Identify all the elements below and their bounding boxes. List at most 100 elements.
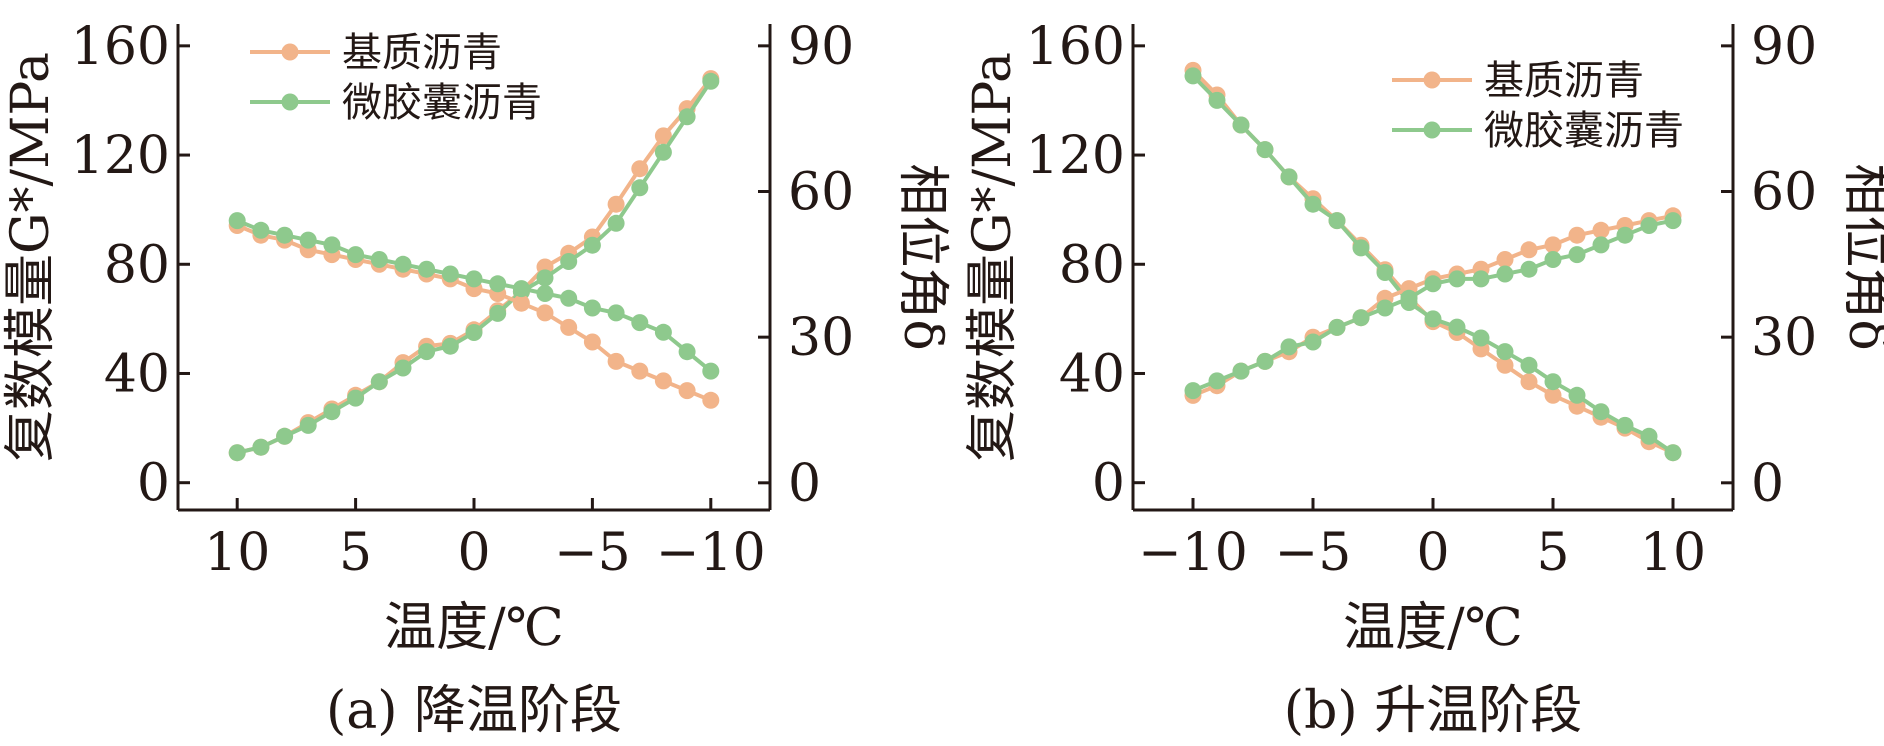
data-point bbox=[1616, 226, 1634, 244]
x-tick-label: 10 bbox=[1640, 523, 1706, 583]
data-point bbox=[1328, 318, 1346, 336]
legend-label: 微胶囊沥青 bbox=[342, 80, 542, 126]
data-point bbox=[347, 246, 365, 264]
y2-tick-label: 90 bbox=[788, 17, 854, 77]
data-point bbox=[560, 253, 578, 270]
data-point bbox=[1664, 212, 1682, 230]
data-point bbox=[1208, 91, 1226, 109]
data-point bbox=[654, 143, 672, 161]
chart-panel-a: 10 5 0 −5 −10 0 40 80 120 160 0 30 60 90 基质沥青微胶囊沥青温度/℃… bbox=[1, 17, 952, 741]
data-point bbox=[1592, 221, 1610, 239]
data-point bbox=[1640, 217, 1658, 234]
data-point bbox=[465, 270, 483, 288]
data-point bbox=[441, 265, 459, 283]
data-point bbox=[1376, 264, 1394, 281]
series-4 bbox=[1184, 212, 1682, 400]
data-point bbox=[1520, 260, 1538, 278]
x-tick-label: −5 bbox=[554, 523, 631, 583]
data-point bbox=[702, 72, 720, 90]
data-point bbox=[1448, 270, 1466, 288]
y-tick-label: 120 bbox=[1026, 126, 1125, 186]
panel-caption: (b) 升温阶段 bbox=[1284, 681, 1582, 741]
data-point bbox=[1496, 251, 1514, 268]
legend-label: 基质沥青 bbox=[342, 30, 502, 76]
data-point bbox=[1448, 318, 1466, 336]
y-tick-label: 120 bbox=[71, 126, 170, 186]
y2-tick-label: 60 bbox=[788, 163, 854, 223]
data-point bbox=[536, 269, 554, 287]
data-point bbox=[1424, 310, 1442, 328]
data-point bbox=[1256, 141, 1274, 159]
data-point bbox=[228, 212, 246, 230]
legend-marker bbox=[281, 43, 299, 61]
data-point bbox=[1304, 333, 1322, 351]
y-tick-label: 0 bbox=[137, 454, 170, 514]
data-point bbox=[702, 391, 720, 409]
data-point bbox=[1616, 416, 1634, 434]
data-point bbox=[678, 382, 696, 400]
y-tick-label: 80 bbox=[104, 235, 170, 295]
data-point bbox=[1568, 386, 1586, 404]
y-tick-label: 40 bbox=[1059, 344, 1125, 404]
y-tick-label: 80 bbox=[1059, 235, 1125, 295]
panel-caption: (a) 降温阶段 bbox=[326, 681, 622, 741]
data-point bbox=[631, 160, 649, 178]
data-point bbox=[536, 304, 554, 322]
data-point bbox=[654, 323, 672, 341]
x-tick-label: 5 bbox=[339, 523, 372, 583]
data-point bbox=[418, 343, 436, 361]
data-point bbox=[441, 337, 459, 355]
data-point bbox=[1520, 373, 1538, 391]
data-point bbox=[631, 362, 649, 380]
data-point bbox=[1496, 343, 1514, 361]
series-1 bbox=[228, 70, 720, 462]
data-point bbox=[1544, 236, 1562, 254]
data-point bbox=[323, 403, 341, 421]
y-axis-title: 复数模量G*/MPa bbox=[1, 52, 61, 462]
data-point bbox=[489, 275, 507, 293]
y2-tick-label: 60 bbox=[1751, 163, 1817, 223]
data-point bbox=[1280, 338, 1298, 356]
series-2 bbox=[228, 72, 720, 462]
data-point bbox=[1256, 352, 1274, 370]
data-point bbox=[654, 127, 672, 145]
x-tick-label: −10 bbox=[656, 523, 766, 583]
data-point bbox=[1352, 309, 1370, 327]
data-point bbox=[1232, 116, 1250, 134]
data-point bbox=[583, 333, 601, 351]
legend-marker bbox=[281, 93, 299, 111]
data-point bbox=[607, 214, 625, 232]
data-point bbox=[299, 416, 317, 434]
y2-tick-label: 0 bbox=[1751, 454, 1784, 514]
legend-marker bbox=[1423, 71, 1441, 89]
legend-label: 基质沥青 bbox=[1484, 58, 1644, 104]
data-point bbox=[1592, 236, 1610, 254]
data-point bbox=[1640, 427, 1658, 445]
data-point bbox=[276, 226, 294, 244]
data-point bbox=[560, 289, 578, 307]
x-axis-title: 温度/℃ bbox=[1343, 598, 1523, 658]
data-point bbox=[1568, 246, 1586, 264]
data-point bbox=[1520, 356, 1538, 374]
data-point bbox=[1280, 168, 1298, 186]
x-tick-label: 5 bbox=[1536, 523, 1569, 583]
x-tick-label: −10 bbox=[1138, 523, 1248, 583]
x-tick-label: 0 bbox=[457, 523, 490, 583]
x-tick-label: 10 bbox=[204, 523, 270, 583]
data-point bbox=[1520, 241, 1538, 259]
data-point bbox=[276, 427, 294, 445]
data-point bbox=[560, 318, 578, 336]
data-point bbox=[489, 304, 507, 322]
data-point bbox=[678, 343, 696, 361]
data-point bbox=[1592, 403, 1610, 421]
data-point bbox=[370, 373, 388, 391]
data-point bbox=[1568, 226, 1586, 244]
data-point bbox=[583, 236, 601, 254]
data-point bbox=[1304, 195, 1322, 213]
data-point bbox=[1544, 373, 1562, 391]
data-point bbox=[370, 251, 388, 268]
data-point bbox=[607, 304, 625, 322]
data-point bbox=[1424, 275, 1442, 293]
x-tick-label: 0 bbox=[1416, 523, 1449, 583]
